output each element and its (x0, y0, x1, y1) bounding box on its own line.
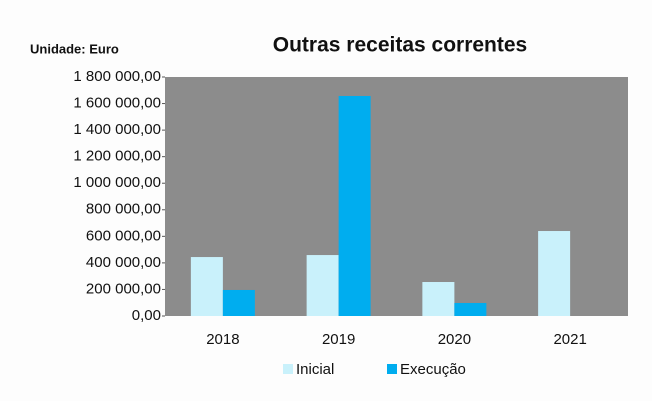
x-tick-label: 2018 (206, 331, 239, 348)
bar (538, 231, 571, 316)
x-tick-label: 2020 (438, 331, 471, 348)
chart-title: Outras receitas correntes (273, 34, 527, 57)
y-tick-label: 1 800 000,00 (73, 68, 161, 85)
x-tick-label: 2021 (553, 331, 586, 348)
bar (338, 95, 371, 317)
bar (454, 302, 487, 316)
unit-label: Unidade: Euro (30, 41, 119, 56)
bar (422, 282, 455, 316)
y-tick-label: 800 000,00 (86, 201, 161, 218)
x-tick-label: 2019 (322, 331, 355, 348)
bar (190, 257, 223, 316)
y-tick-label: 1 000 000,00 (73, 174, 161, 191)
y-tick-label: 0,00 (132, 307, 161, 324)
y-tick-label: 600 000,00 (86, 227, 161, 244)
y-tick-label: 400 000,00 (86, 254, 161, 271)
y-tick-label: 1 600 000,00 (73, 95, 161, 112)
y-tick-label: 1 200 000,00 (73, 148, 161, 165)
legend-label: Execução (400, 361, 466, 378)
legend-swatch (283, 364, 293, 374)
y-tick-label: 1 400 000,00 (73, 121, 161, 138)
bar (222, 289, 255, 316)
legend-label: Inicial (296, 361, 334, 378)
legend-swatch (387, 364, 397, 374)
bar (306, 255, 339, 316)
y-tick-label: 200 000,00 (86, 280, 161, 297)
